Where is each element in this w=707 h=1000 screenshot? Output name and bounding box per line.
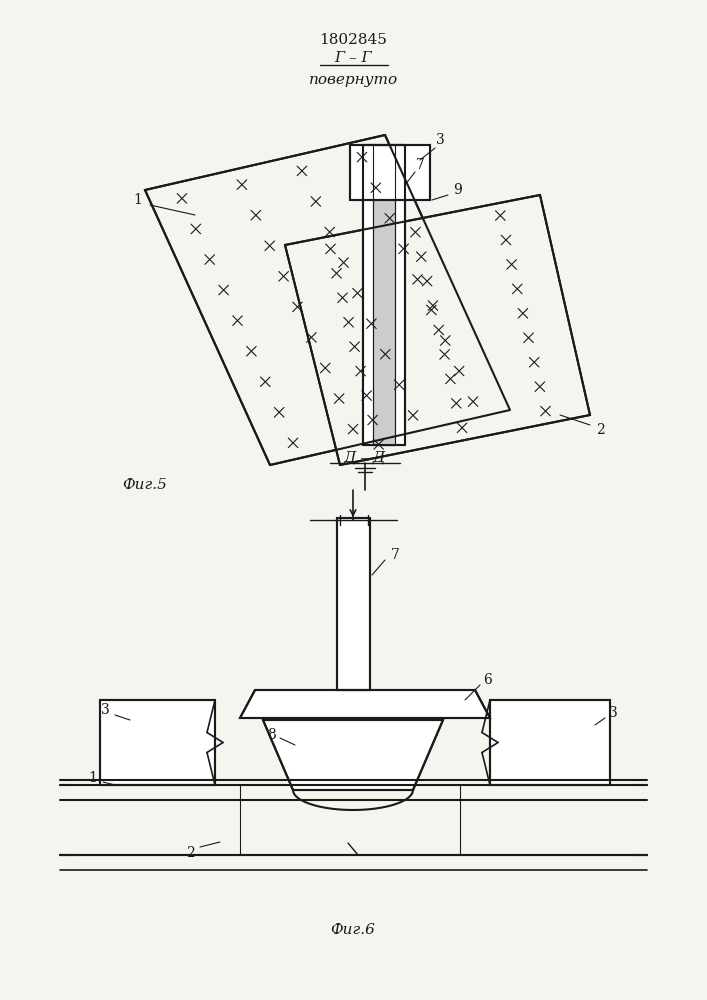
Text: 3: 3 bbox=[436, 133, 445, 147]
Text: 8: 8 bbox=[268, 728, 276, 742]
Text: 7: 7 bbox=[416, 158, 424, 172]
Text: 1: 1 bbox=[88, 771, 98, 785]
Polygon shape bbox=[337, 518, 370, 690]
Text: Фиг.6: Фиг.6 bbox=[331, 923, 375, 937]
Polygon shape bbox=[363, 145, 405, 445]
Text: 9: 9 bbox=[452, 183, 462, 197]
Polygon shape bbox=[240, 690, 490, 718]
Text: Г – Г: Г – Г bbox=[334, 51, 372, 65]
Text: 1: 1 bbox=[134, 193, 142, 207]
Text: Д – Д: Д – Д bbox=[344, 451, 386, 465]
Polygon shape bbox=[263, 720, 443, 790]
Text: повернуто: повернуто bbox=[308, 73, 397, 87]
Text: 2: 2 bbox=[186, 846, 194, 860]
Polygon shape bbox=[285, 195, 590, 465]
Text: 3: 3 bbox=[609, 706, 617, 720]
Polygon shape bbox=[373, 145, 395, 445]
Text: 3: 3 bbox=[100, 703, 110, 717]
Text: 2: 2 bbox=[595, 423, 604, 437]
Polygon shape bbox=[100, 700, 215, 785]
Text: 1802845: 1802845 bbox=[319, 33, 387, 47]
Text: Фиг.5: Фиг.5 bbox=[122, 478, 168, 492]
Text: 6: 6 bbox=[484, 673, 492, 687]
Polygon shape bbox=[145, 135, 510, 465]
Text: 7: 7 bbox=[390, 548, 399, 562]
Polygon shape bbox=[350, 145, 430, 200]
Polygon shape bbox=[490, 700, 610, 785]
